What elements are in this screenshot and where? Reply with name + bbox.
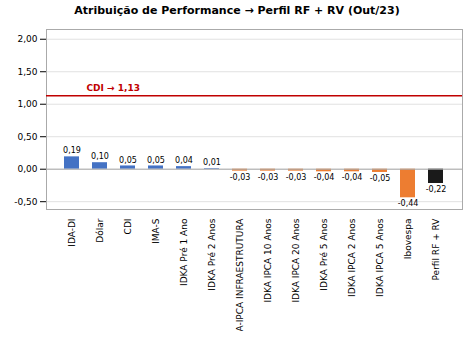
svg-text:-0,03: -0,03 [230, 173, 251, 182]
svg-text:Ibovespa: Ibovespa [403, 219, 413, 260]
svg-text:-0,04: -0,04 [314, 173, 335, 182]
svg-text:0,19: 0,19 [63, 146, 81, 155]
svg-text:CDI: CDI [123, 219, 133, 235]
svg-text:1,00: 1,00 [17, 99, 37, 109]
svg-text:-0,04: -0,04 [342, 173, 363, 182]
svg-text:-0,03: -0,03 [286, 173, 307, 182]
svg-text:CDI → 1,13: CDI → 1,13 [87, 83, 140, 93]
html-text:Atribuição de Performance → Pe: Atribuição de Performance → Perfil RF + … [74, 4, 400, 17]
svg-text:0,04: 0,04 [175, 156, 193, 165]
svg-text:IDKA Pré 2 Anos: IDKA Pré 2 Anos [207, 218, 217, 290]
svg-text:IDKA Pré 5 Anos: IDKA Pré 5 Anos [319, 218, 329, 290]
svg-text:0,50: 0,50 [17, 132, 37, 142]
svg-text:-0,44: -0,44 [398, 199, 419, 208]
svg-text:IDKA IPCA 20 Anos: IDKA IPCA 20 Anos [291, 218, 301, 302]
svg-text:Perfil RF + RV: Perfil RF + RV [431, 218, 441, 281]
svg-text:0,05: 0,05 [119, 156, 137, 165]
svg-text:2,00: 2,00 [17, 34, 37, 44]
svg-text:1,50: 1,50 [17, 67, 37, 77]
svg-text:IDA-IPCA INFRAESTRUTURA: IDA-IPCA INFRAESTRUTURA [235, 218, 245, 331]
svg-text:IDKA Pré 1 Ano: IDKA Pré 1 Ano [179, 218, 189, 286]
svg-text:-0,50: -0,50 [14, 197, 38, 207]
svg-text:0,10: 0,10 [91, 152, 109, 161]
svg-text:IDA-DI: IDA-DI [67, 219, 77, 247]
svg-text:0,01: 0,01 [203, 158, 221, 167]
svg-text:IDKA IPCA 2 Anos: IDKA IPCA 2 Anos [347, 218, 357, 297]
svg-text:IDKA IPCA 5 Anos: IDKA IPCA 5 Anos [375, 218, 385, 297]
svg-text:-0,22: -0,22 [426, 185, 447, 194]
svg-text:-0,03: -0,03 [258, 173, 279, 182]
svg-text:IMA-S: IMA-S [151, 218, 161, 244]
svg-text:IDKA IPCA 10 Anos: IDKA IPCA 10 Anos [263, 218, 273, 302]
svg-text:0,00: 0,00 [17, 164, 37, 174]
svg-text:0,05: 0,05 [147, 156, 165, 165]
svg-text:-0,05: -0,05 [370, 174, 391, 183]
svg-text:Dólar: Dólar [95, 218, 105, 242]
